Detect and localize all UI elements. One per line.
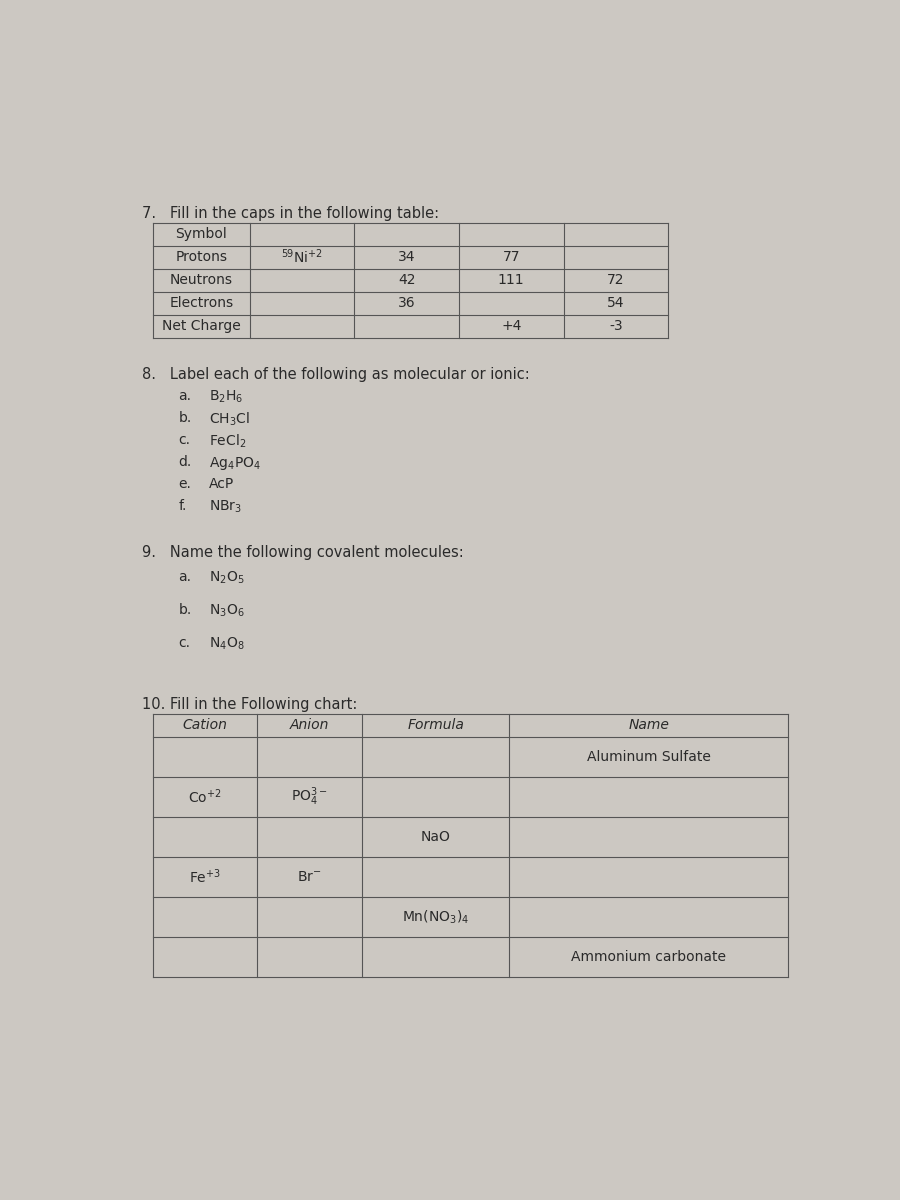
Text: Co$^{+2}$: Co$^{+2}$: [188, 787, 222, 806]
Text: Formula: Formula: [407, 719, 464, 732]
Text: -3: -3: [609, 319, 623, 334]
Text: $^{59}$Ni$^{+2}$: $^{59}$Ni$^{+2}$: [281, 248, 323, 266]
Text: 8.   Label each of the following as molecular or ionic:: 8. Label each of the following as molecu…: [142, 367, 530, 383]
Text: 72: 72: [608, 274, 625, 287]
Text: Aluminum Sulfate: Aluminum Sulfate: [587, 750, 711, 764]
Text: 34: 34: [398, 250, 416, 264]
Text: FeCl$_2$: FeCl$_2$: [210, 433, 247, 450]
Text: Fe$^{+3}$: Fe$^{+3}$: [189, 868, 221, 887]
Text: Protons: Protons: [176, 250, 227, 264]
Text: N$_2$O$_5$: N$_2$O$_5$: [210, 570, 245, 587]
Text: e.: e.: [178, 476, 191, 491]
Text: d.: d.: [178, 455, 192, 469]
Text: 9.   Name the following covalent molecules:: 9. Name the following covalent molecules…: [142, 545, 464, 560]
Text: a.: a.: [178, 389, 192, 403]
Text: Cation: Cation: [183, 719, 228, 732]
Text: AcP: AcP: [210, 476, 235, 491]
Text: Anion: Anion: [290, 719, 329, 732]
Text: Symbol: Symbol: [176, 227, 227, 241]
Text: NBr$_3$: NBr$_3$: [210, 498, 242, 515]
Text: B$_2$H$_6$: B$_2$H$_6$: [210, 389, 244, 406]
Text: b.: b.: [178, 602, 192, 617]
Text: 10. Fill in the Following chart:: 10. Fill in the Following chart:: [142, 697, 357, 712]
Text: N$_4$O$_8$: N$_4$O$_8$: [210, 636, 245, 653]
Text: NaO: NaO: [420, 830, 451, 844]
Text: PO$_4^{3-}$: PO$_4^{3-}$: [292, 786, 328, 809]
Text: Name: Name: [628, 719, 670, 732]
Text: c.: c.: [178, 636, 191, 650]
Text: Ammonium carbonate: Ammonium carbonate: [572, 950, 726, 964]
Text: Neutrons: Neutrons: [170, 274, 233, 287]
Text: Ag$_4$PO$_4$: Ag$_4$PO$_4$: [210, 455, 261, 472]
Text: Net Charge: Net Charge: [162, 319, 240, 334]
Text: Electrons: Electrons: [169, 296, 233, 311]
Text: c.: c.: [178, 433, 191, 446]
Text: a.: a.: [178, 570, 192, 584]
Text: 77: 77: [502, 250, 520, 264]
Text: 36: 36: [398, 296, 416, 311]
Text: Br$^{-}$: Br$^{-}$: [298, 870, 322, 884]
Text: N$_3$O$_6$: N$_3$O$_6$: [210, 602, 245, 619]
Text: +4: +4: [501, 319, 521, 334]
Text: 111: 111: [498, 274, 525, 287]
Text: Mn(NO$_3$)$_4$: Mn(NO$_3$)$_4$: [402, 908, 469, 925]
Text: 42: 42: [398, 274, 416, 287]
Text: b.: b.: [178, 410, 192, 425]
Text: 7.   Fill in the caps in the following table:: 7. Fill in the caps in the following tab…: [142, 205, 439, 221]
Text: CH$_3$Cl: CH$_3$Cl: [210, 410, 250, 428]
Text: 54: 54: [608, 296, 625, 311]
Text: f.: f.: [178, 498, 187, 512]
